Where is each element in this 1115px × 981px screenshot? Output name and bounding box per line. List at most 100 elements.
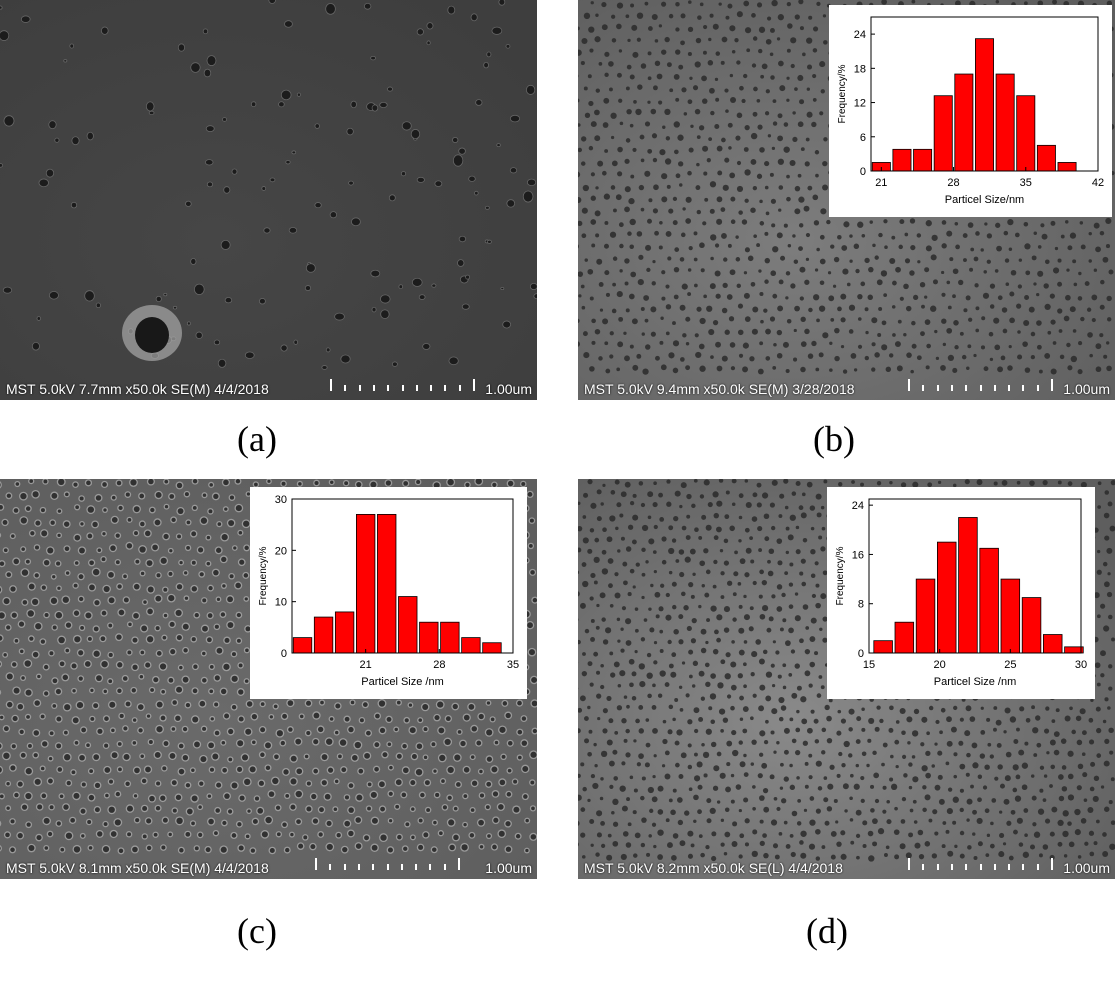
y-axis-label: Frequency/% xyxy=(258,546,269,605)
scale-tick xyxy=(922,385,925,391)
x-tick-label: 15 xyxy=(863,659,875,671)
scale-bar-ticks xyxy=(908,856,1053,870)
histogram-inset-b: 21 28 35 42 0 6 12 18 24 Particel Size/nm Frequenc… xyxy=(829,5,1112,217)
y-tick-label: 10 xyxy=(275,597,287,609)
histogram-bar xyxy=(937,541,957,654)
sem-image-d: 15 20 25 30 0 8 16 24 Particel Size /nm Frequency… xyxy=(578,479,1115,879)
sem-info-text: MST 5.0kV 8.2mm x50.0k SE(L) 4/4/2018 xyxy=(584,860,843,876)
x-tick-label: 35 xyxy=(1020,177,1032,189)
y-tick-label: 20 xyxy=(275,545,287,557)
y-tick-label: 24 xyxy=(854,29,866,41)
scale-tick xyxy=(1036,385,1039,391)
scale-label: 1.00um xyxy=(485,860,532,876)
x-tick-label: 35 xyxy=(507,659,519,671)
x-axis-label: Particel Size /nm xyxy=(361,676,444,688)
y-tick-label: 30 xyxy=(275,494,287,506)
scale-tick xyxy=(458,385,461,391)
scale-tick xyxy=(473,379,475,391)
scale-tick xyxy=(1051,379,1053,391)
y-tick-label: 0 xyxy=(860,166,866,178)
scale-tick xyxy=(372,864,375,870)
histogram-bar xyxy=(1000,578,1021,654)
histogram-bar xyxy=(461,637,481,654)
y-tick-label: 18 xyxy=(854,63,866,75)
caption-b: (b) xyxy=(813,419,855,459)
x-tick-label: 30 xyxy=(1075,659,1087,671)
x-tick-label: 20 xyxy=(934,659,946,671)
histogram-bar xyxy=(482,642,502,654)
histogram-bar xyxy=(995,73,1015,172)
y-tick-label: 8 xyxy=(858,599,864,611)
scale-label: 1.00um xyxy=(485,381,532,397)
sem-info-text: MST 5.0kV 9.4mm x50.0k SE(M) 3/28/2018 xyxy=(584,381,855,397)
sem-background xyxy=(0,0,537,400)
histogram-bar xyxy=(892,148,912,172)
histogram-bar xyxy=(356,513,376,654)
histogram-bar xyxy=(1064,646,1084,654)
histogram-bar xyxy=(1043,634,1063,654)
plot-frame xyxy=(868,498,1082,654)
scale-tick xyxy=(1008,864,1011,870)
histogram-bar xyxy=(419,621,439,654)
y-tick-label: 0 xyxy=(858,648,864,660)
histogram-bar xyxy=(975,38,994,172)
histogram-bar xyxy=(440,621,460,654)
histogram-bar xyxy=(894,621,915,654)
y-axis-label: Frequency/% xyxy=(837,64,848,123)
histogram-inset-c: 21 28 35 0 10 20 30 Particel Size /nm Frequency/… xyxy=(250,487,527,699)
scale-tick xyxy=(908,858,910,870)
x-tick-label: 25 xyxy=(1004,659,1016,671)
sem-image-a: MST 5.0kV 7.7mm x50.0k SE(M) 4/4/2018 1.… xyxy=(0,0,537,400)
caption-c: (c) xyxy=(237,911,277,951)
scale-tick xyxy=(357,864,360,870)
histogram-c: 21 28 35 0 10 20 30 Particel Size /nm Frequency/… xyxy=(258,494,519,688)
scale-tick xyxy=(965,864,968,870)
scale-tick xyxy=(444,385,447,391)
sem-info-bar: MST 5.0kV 8.2mm x50.0k SE(L) 4/4/2018 1.… xyxy=(578,855,1115,879)
scale-label: 1.00um xyxy=(1063,860,1110,876)
scale-tick xyxy=(443,864,446,870)
caption-a: (a) xyxy=(237,419,277,459)
histogram-bar xyxy=(334,611,355,654)
histogram-b: 21 28 35 42 0 6 12 18 24 Particel Size/nm Frequenc… xyxy=(837,16,1104,206)
scale-tick xyxy=(1008,385,1011,391)
y-tick-label: 24 xyxy=(852,500,864,512)
sem-image-c: 21 28 35 0 10 20 30 Particel Size /nm Frequency/… xyxy=(0,479,537,879)
scale-tick xyxy=(993,385,996,391)
caption-d: (d) xyxy=(806,911,848,951)
x-tick-label: 28 xyxy=(433,659,445,671)
scale-tick xyxy=(993,864,996,870)
scale-tick xyxy=(358,385,361,391)
scale-tick xyxy=(979,385,982,391)
x-tick-label: 21 xyxy=(875,177,887,189)
histogram-bar xyxy=(933,95,953,172)
scale-tick xyxy=(386,864,389,870)
scale-tick xyxy=(372,385,375,391)
histogram-bar xyxy=(377,513,397,654)
histogram-bar xyxy=(1021,597,1042,654)
scale-tick xyxy=(950,385,953,391)
x-tick-label: 21 xyxy=(360,659,372,671)
sem-info-text: MST 5.0kV 7.7mm x50.0k SE(M) 4/4/2018 xyxy=(6,381,269,397)
scale-tick xyxy=(458,858,460,870)
scale-bar-ticks xyxy=(315,856,460,870)
scale-tick xyxy=(429,864,432,870)
histogram-bar xyxy=(398,596,418,654)
plot-frame xyxy=(870,16,1099,172)
sem-image-b: 21 28 35 42 0 6 12 18 24 Particel Size/nm Frequenc… xyxy=(578,0,1115,400)
pores xyxy=(0,0,537,370)
x-tick-label: 42 xyxy=(1092,177,1104,189)
histogram-d: 15 20 25 30 0 8 16 24 Particel Size /nm Frequency… xyxy=(835,498,1087,688)
scale-tick xyxy=(344,385,347,391)
y-tick-label: 16 xyxy=(852,549,864,561)
x-axis-label: Particel Size /nm xyxy=(934,676,1017,688)
scale-tick xyxy=(1022,864,1025,870)
histogram-bar xyxy=(1016,95,1036,172)
x-tick-label: 28 xyxy=(947,177,959,189)
scale-tick xyxy=(315,858,317,870)
scale-tick xyxy=(343,864,346,870)
y-tick-label: 12 xyxy=(854,98,866,110)
scale-tick xyxy=(329,864,332,870)
sem-info-text: MST 5.0kV 8.1mm x50.0k SE(M) 4/4/2018 xyxy=(6,860,269,876)
histogram-bar xyxy=(313,616,334,654)
